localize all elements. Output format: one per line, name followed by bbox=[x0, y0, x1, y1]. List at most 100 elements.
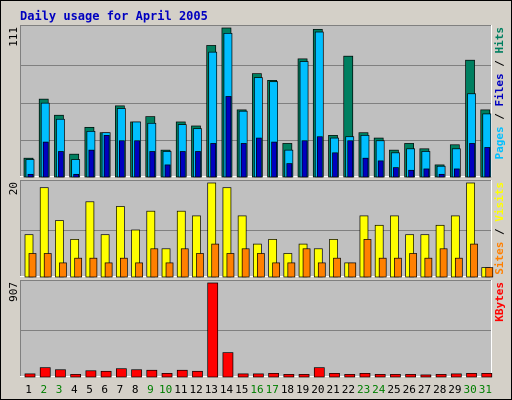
bar-sites-day-16 bbox=[257, 253, 265, 278]
bar-pages-day-9 bbox=[149, 151, 156, 178]
bar-pages-day-20 bbox=[316, 136, 323, 178]
bar-sites-day-19 bbox=[302, 248, 311, 278]
series-label-part: Pages bbox=[493, 126, 506, 159]
x-tick-label-29: 29 bbox=[448, 383, 461, 396]
panel-kbytes-bars bbox=[24, 282, 493, 378]
bar-pages-day-18 bbox=[286, 163, 293, 178]
bar-pages-day-10 bbox=[164, 164, 171, 178]
bar-sites-day-24 bbox=[378, 257, 387, 278]
x-tick-label-5: 5 bbox=[86, 383, 93, 396]
x-tick-label-7: 7 bbox=[117, 383, 124, 396]
bar-sites-day-7 bbox=[120, 257, 128, 278]
panel-kbytes: 907 KBytes bbox=[7, 280, 506, 378]
bar-pages-day-2 bbox=[42, 141, 49, 178]
bar-kbytes-day-15 bbox=[237, 373, 249, 378]
panel-kbytes-background bbox=[20, 280, 492, 377]
x-tick-label-20: 20 bbox=[311, 383, 324, 396]
bar-sites-day-27 bbox=[424, 257, 433, 278]
series-label-part: KBytes bbox=[493, 282, 506, 322]
bar-kbytes-day-2 bbox=[39, 367, 51, 378]
series-label-part: Sites bbox=[493, 242, 506, 275]
bar-pages-day-25 bbox=[393, 167, 399, 178]
x-tick-label-26: 26 bbox=[403, 383, 416, 396]
bar-sites-day-8 bbox=[135, 262, 143, 278]
series-label-part: Files bbox=[493, 73, 506, 106]
bar-kbytes-day-11 bbox=[176, 369, 188, 378]
bar-sites-day-11 bbox=[180, 248, 189, 278]
bar-kbytes-day-28 bbox=[435, 374, 447, 378]
bar-sites-day-3 bbox=[59, 262, 67, 278]
bar-pages-day-13 bbox=[210, 143, 217, 178]
x-tick-label-25: 25 bbox=[387, 383, 400, 396]
panel-kbytes-series-label: KBytes bbox=[493, 282, 506, 322]
bar-pages-day-14 bbox=[225, 96, 232, 178]
bar-pages-day-1 bbox=[27, 173, 34, 178]
panel-visits-bars bbox=[24, 182, 494, 278]
x-tick-label-24: 24 bbox=[372, 383, 386, 396]
bar-pages-day-5 bbox=[88, 149, 95, 178]
bar-kbytes-day-22 bbox=[344, 374, 356, 378]
bar-kbytes-day-29 bbox=[450, 373, 462, 378]
bar-kbytes-day-31 bbox=[481, 373, 493, 378]
bar-kbytes-day-19 bbox=[298, 374, 310, 378]
bar-sites-day-29 bbox=[454, 257, 463, 278]
bar-pages-day-17 bbox=[271, 141, 277, 178]
bar-sites-day-4 bbox=[74, 257, 83, 278]
bar-pages-day-6 bbox=[103, 135, 110, 178]
panel-kbytes-ymax-label: 907 bbox=[7, 282, 20, 302]
bar-sites-day-17 bbox=[272, 262, 280, 278]
panel-visits-series-label: Sites / Visits bbox=[493, 182, 506, 275]
x-tick-label-10: 10 bbox=[159, 383, 172, 396]
x-tick-label-8: 8 bbox=[132, 383, 139, 396]
bar-kbytes-day-4 bbox=[70, 374, 82, 378]
bar-kbytes-day-8 bbox=[131, 369, 142, 378]
bar-pages-day-15 bbox=[240, 143, 247, 178]
bar-pages-day-16 bbox=[256, 137, 262, 178]
panel-hits-bars bbox=[23, 27, 492, 178]
x-tick-label-2: 2 bbox=[41, 383, 48, 396]
x-tick-label-31: 31 bbox=[479, 383, 492, 396]
x-tick-label-11: 11 bbox=[174, 383, 187, 396]
bar-pages-day-7 bbox=[119, 140, 125, 178]
bar-pages-day-29 bbox=[453, 168, 460, 178]
bar-sites-day-28 bbox=[439, 248, 448, 278]
bar-kbytes-day-13 bbox=[207, 282, 219, 378]
bar-kbytes-day-24 bbox=[374, 374, 386, 378]
x-tick-label-17: 17 bbox=[266, 383, 279, 396]
bar-pages-day-19 bbox=[301, 140, 308, 178]
x-tick-label-15: 15 bbox=[235, 383, 248, 396]
bar-pages-day-4 bbox=[73, 173, 80, 178]
bar-sites-day-15 bbox=[241, 248, 250, 278]
bar-kbytes-day-25 bbox=[390, 374, 401, 378]
bar-sites-day-12 bbox=[196, 253, 204, 278]
x-tick-label-6: 6 bbox=[101, 383, 108, 396]
bar-kbytes-day-10 bbox=[161, 373, 173, 378]
bar-pages-day-3 bbox=[58, 151, 64, 178]
panel-hits-series-label: Pages / Files / Hits bbox=[493, 27, 506, 160]
bar-kbytes-day-1 bbox=[24, 373, 36, 378]
panel-visits-ymax-label: 20 bbox=[7, 182, 20, 195]
panel-hits-ymax-label: 111 bbox=[7, 27, 20, 47]
x-tick-label-9: 9 bbox=[147, 383, 154, 396]
bar-kbytes-day-30 bbox=[466, 373, 477, 378]
bar-kbytes-day-5 bbox=[85, 370, 97, 378]
x-tick-label-18: 18 bbox=[281, 383, 294, 396]
bar-sites-day-1 bbox=[28, 253, 37, 278]
bar-sites-day-26 bbox=[409, 253, 417, 278]
bar-pages-day-8 bbox=[134, 140, 140, 178]
bar-sites-day-6 bbox=[104, 262, 113, 278]
x-tick-label-3: 3 bbox=[56, 383, 63, 396]
bar-sites-day-9 bbox=[150, 248, 159, 278]
x-tick-label-21: 21 bbox=[327, 383, 340, 396]
bar-kbytes-day-23 bbox=[359, 373, 371, 378]
x-tick-label-14: 14 bbox=[220, 383, 234, 396]
x-tick-label-28: 28 bbox=[433, 383, 446, 396]
bar-sites-day-2 bbox=[43, 253, 52, 278]
bar-kbytes-day-6 bbox=[100, 370, 112, 378]
bar-sites-day-22 bbox=[348, 262, 357, 278]
panel-hits: 111 Pages / Files / Hits bbox=[7, 25, 506, 178]
bar-sites-day-10 bbox=[165, 262, 174, 278]
bar-kbytes-day-3 bbox=[55, 369, 66, 378]
series-label-part: / bbox=[493, 222, 506, 242]
